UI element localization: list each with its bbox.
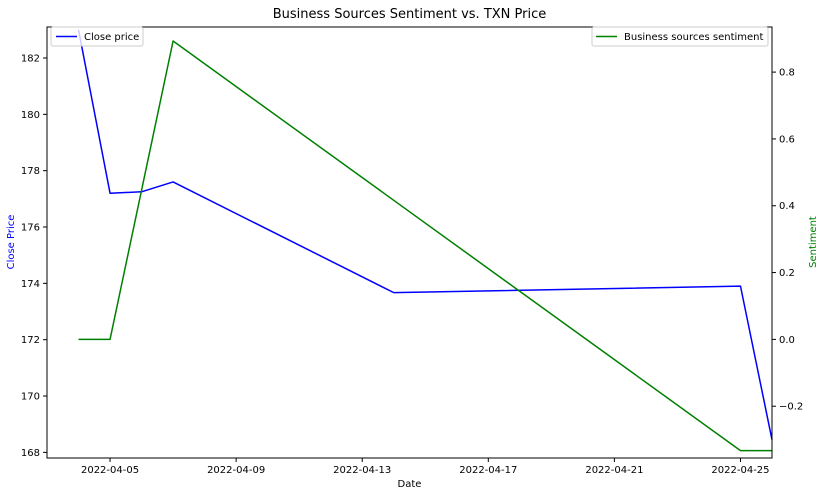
y-axis-left: 168 170 172 174 176 178 180 182 (21, 53, 47, 459)
y-axis-right-label: Sentiment (808, 216, 819, 268)
y-axis-right: −0.2 0.0 0.2 0.4 0.6 0.8 (772, 68, 803, 413)
plot-frame (46, 26, 773, 459)
x-tick-label: 2022-04-21 (585, 465, 643, 476)
chart-title: Business Sources Sentiment vs. TXN Price (273, 7, 547, 22)
y-left-tick-label: 180 (21, 110, 40, 121)
y-left-tick-label: 178 (21, 166, 40, 177)
x-tick-label: 2022-04-13 (333, 465, 391, 476)
x-axis-label: Date (398, 479, 422, 490)
y-left-tick-label: 174 (21, 279, 40, 290)
x-tick-label: 2022-04-25 (711, 465, 769, 476)
y-left-tick-label: 170 (21, 392, 40, 403)
x-tick-label: 2022-04-05 (81, 465, 139, 476)
series-lines (77, 29, 773, 452)
x-axis: 2022-04-05 2022-04-09 2022-04-13 2022-04-17… (81, 458, 770, 476)
y-right-tick-label: 0.0 (779, 335, 795, 346)
y-left-tick-label: 176 (21, 223, 40, 234)
y-left-tick-label: 168 (21, 448, 40, 459)
y-right-tick-label: −0.2 (779, 402, 803, 413)
legend-right-box (591, 26, 769, 47)
legend-left: Close price (50, 26, 144, 47)
y-right-tick-label: 0.2 (779, 268, 795, 279)
y-left-tick-label: 172 (21, 335, 40, 346)
legend-right: Business sources sentiment (591, 26, 769, 47)
y-left-tick-label: 182 (21, 53, 40, 64)
y-axis-left-label: Close Price (6, 215, 17, 270)
series-line-2 (78, 40, 772, 452)
y-right-tick-label: 0.6 (779, 134, 795, 145)
y-right-tick-label: 0.4 (779, 201, 795, 212)
legend-left-box (50, 26, 144, 47)
x-tick-label: 2022-04-17 (459, 465, 517, 476)
legend-left-label: Close price (84, 32, 139, 43)
y-right-tick-label: 0.8 (779, 68, 795, 79)
plot-area (46, 26, 773, 459)
legend-right-label: Business sources sentiment (624, 32, 764, 43)
series-line-1 (77, 29, 773, 440)
x-tick-label: 2022-04-09 (207, 465, 265, 476)
